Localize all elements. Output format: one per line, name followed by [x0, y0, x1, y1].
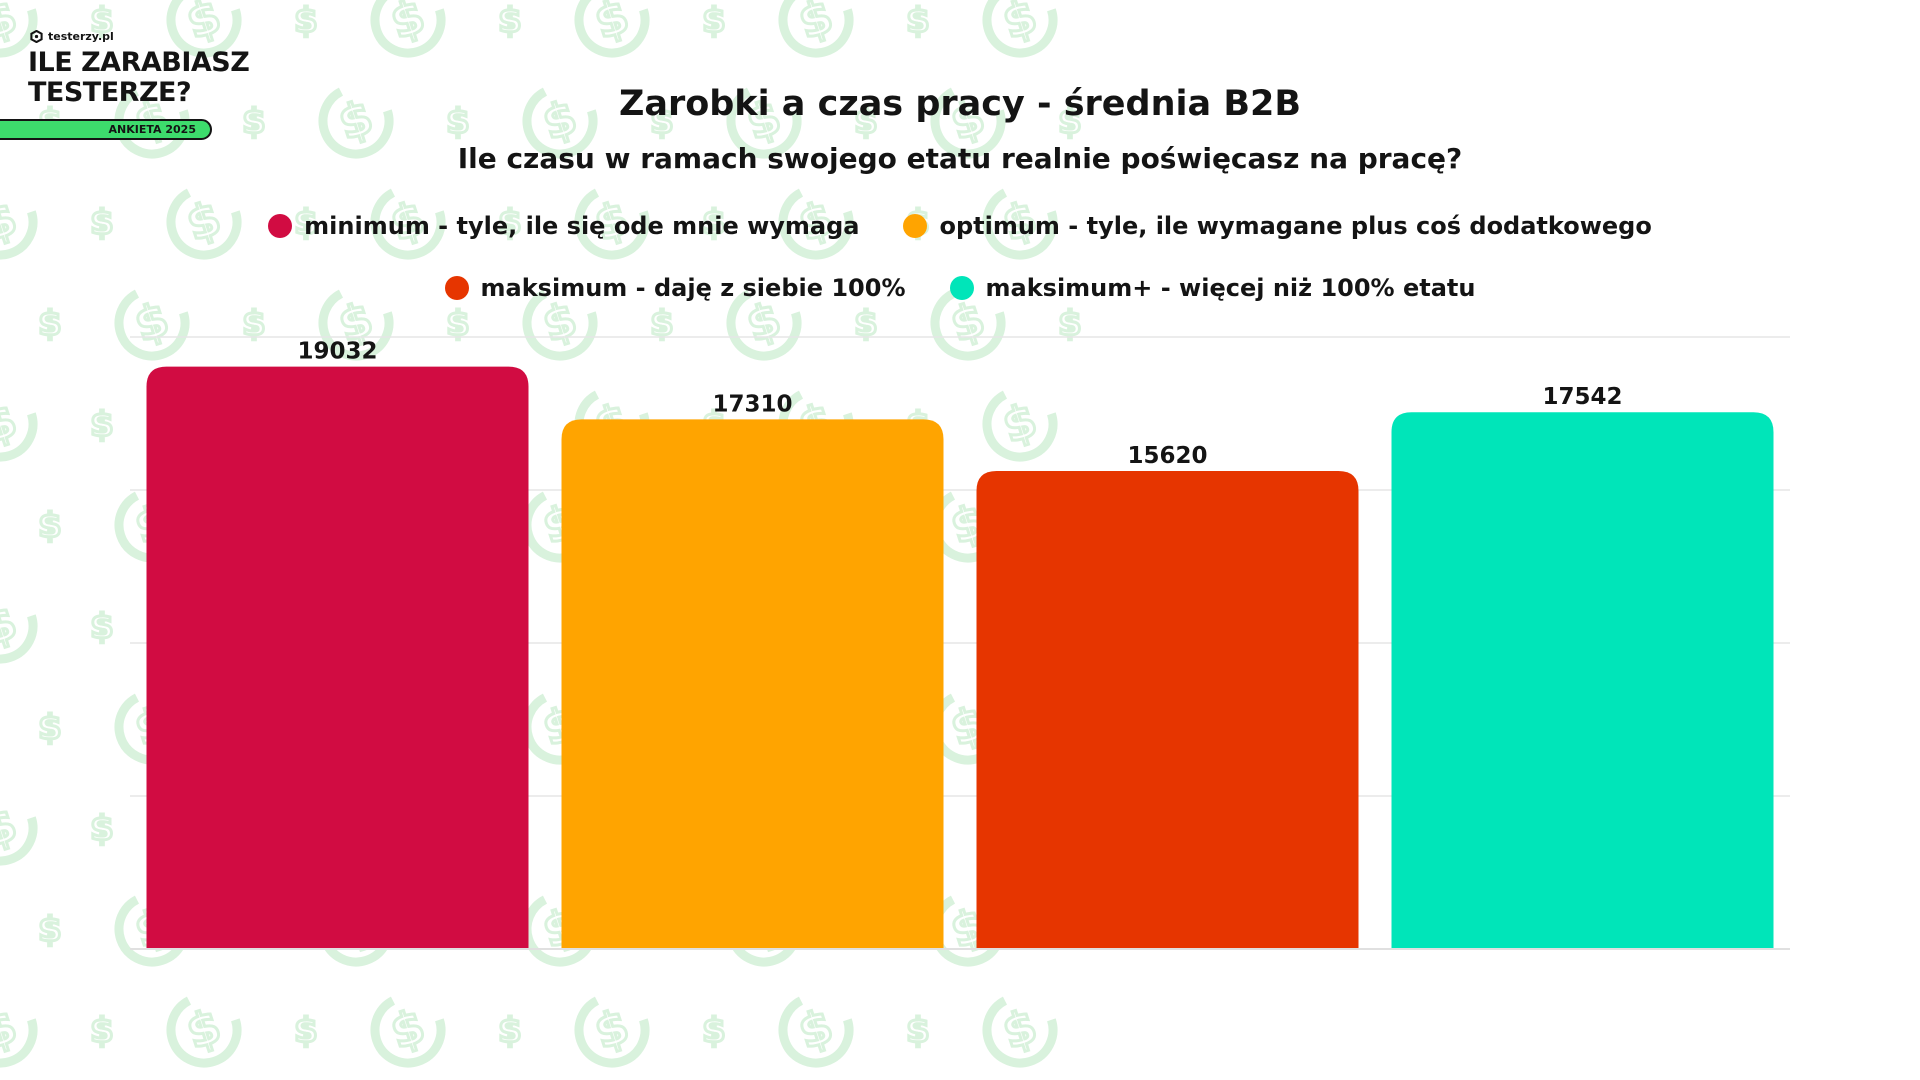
dollar-sign-icon: $ [89, 606, 116, 649]
svg-text:$: $ [90, 203, 114, 243]
svg-text:$: $ [446, 102, 470, 142]
svg-text:$: $ [498, 1011, 522, 1051]
chart-title: Zarobki a czas pracy - średnia B2B [618, 84, 1302, 124]
dollar-sign-icon: $ [89, 202, 116, 245]
dollar-sign-icon: $ [853, 303, 880, 346]
legend-row-2: maksimum - daję z siebie 100% maksimum+ … [0, 274, 1920, 302]
legend-swatch-optimum [903, 214, 928, 238]
dollar-sign-icon: $ [905, 1010, 932, 1053]
dollar-sign-icon: $ [37, 707, 64, 750]
data-label-3: 15620 [1127, 443, 1207, 469]
bar-2 [561, 419, 944, 950]
dollar-sign-icon: $ [293, 202, 320, 245]
brand-site-label: testerzy.pl [48, 30, 114, 43]
dollar-sign-icon: $ [293, 0, 320, 43]
svg-text:$: $ [498, 1, 522, 41]
svg-text:$: $ [906, 1, 930, 41]
dollar-sign-icon: $ [37, 303, 64, 346]
svg-text:$: $ [90, 1, 114, 41]
legend-item-minimum: minimum - tyle, ile się ode mnie wymaga [268, 212, 859, 240]
legend-item-optimum: optimum - tyle, ile wymagane plus coś do… [903, 212, 1652, 240]
svg-text:$: $ [702, 1011, 726, 1051]
dollar-sign-icon: $ [89, 404, 116, 447]
legend-label-maksimum-plus: maksimum+ - więcej niż 100% etatu [985, 274, 1476, 302]
dollar-sign-icon: $ [497, 1010, 524, 1053]
svg-text:$: $ [90, 607, 114, 647]
legend-row-1: minimum - tyle, ile się ode mnie wymaga … [0, 212, 1920, 240]
svg-text:$: $ [90, 405, 114, 445]
svg-text:$: $ [1058, 304, 1082, 344]
svg-text:$: $ [294, 1011, 318, 1051]
dollar-sign-icon: $ [497, 202, 524, 245]
dollar-sign-icon: $ [89, 0, 116, 43]
bar-1 [146, 366, 529, 949]
bar-4 [1391, 412, 1774, 949]
dollar-sign-icon: $ [1057, 303, 1084, 346]
legend-label-optimum: optimum - tyle, ile wymagane plus coś do… [939, 212, 1652, 240]
svg-text:$: $ [650, 304, 674, 344]
legend-item-maksimum: maksimum - daję z siebie 100% [444, 274, 906, 302]
svg-text:$: $ [906, 1011, 930, 1051]
chart-subtitle: Ile czasu w ramach swojego etatu realnie… [457, 142, 1463, 175]
svg-text:$: $ [38, 506, 62, 546]
dollar-sign-icon: $ [293, 1010, 320, 1053]
dollar-sign-icon: $ [1057, 101, 1084, 144]
svg-text:$: $ [90, 1011, 114, 1051]
svg-text:$: $ [650, 102, 674, 142]
dollar-sign-icon: $ [445, 303, 472, 346]
data-label-2: 17310 [712, 391, 792, 417]
dollar-sign-icon: $ [701, 1010, 728, 1053]
brand-title: ILE ZARABIASZ TESTERZE? [28, 48, 288, 108]
bar-3 [976, 471, 1359, 949]
dollar-sign-icon: $ [241, 101, 268, 144]
dollar-sign-icon: $ [89, 1010, 116, 1053]
svg-text:$: $ [38, 910, 62, 950]
data-label-4: 17542 [1542, 384, 1622, 410]
svg-text:$: $ [854, 102, 878, 142]
dollar-sign-icon: $ [89, 808, 116, 851]
svg-text:$: $ [294, 1, 318, 41]
dollar-sign-icon: $ [497, 0, 524, 43]
svg-text:$: $ [854, 304, 878, 344]
dollar-sign-icon: $ [241, 303, 268, 346]
svg-text:$: $ [38, 304, 62, 344]
legend-item-maksimum-plus: maksimum+ - więcej niż 100% etatu [949, 274, 1476, 302]
legend-swatch-minimum [268, 214, 293, 238]
survey-badge: ANKIETA 2025 [0, 119, 212, 140]
dollar-sign-icon: $ [649, 303, 676, 346]
dollar-sign-icon: $ [445, 101, 472, 144]
legend-label-minimum: minimum - tyle, ile się ode mnie wymaga [304, 212, 860, 240]
svg-text:$: $ [242, 304, 266, 344]
svg-text:$: $ [38, 708, 62, 748]
dollar-sign-icon: $ [853, 101, 880, 144]
svg-text:$: $ [498, 203, 522, 243]
dollar-sign-icon: $ [905, 0, 932, 43]
legend-label-maksimum: maksimum - daję z siebie 100% [480, 274, 906, 302]
svg-text:$: $ [702, 1, 726, 41]
legend-swatch-maksimum-plus [949, 276, 974, 300]
dollar-sign-icon: $ [37, 505, 64, 548]
dollar-sign-icon: $ [649, 101, 676, 144]
legend-swatch-maksimum [444, 276, 469, 300]
dollar-sign-icon: $ [701, 202, 728, 245]
data-label-1: 19032 [297, 339, 377, 365]
brand-title-line2: TESTERZE? [28, 77, 192, 108]
svg-text:$: $ [90, 809, 114, 849]
dollar-sign-icon: $ [701, 0, 728, 43]
brand-title-line1: ILE ZARABIASZ [28, 47, 250, 78]
svg-text:$: $ [446, 304, 470, 344]
svg-text:$: $ [702, 203, 726, 243]
svg-text:$: $ [242, 102, 266, 142]
testerzy-logo-icon [30, 30, 43, 43]
svg-text:$: $ [294, 203, 318, 243]
brand-site: testerzy.pl [30, 30, 114, 43]
svg-text:$: $ [1058, 102, 1082, 142]
dollar-sign-icon: $ [37, 909, 64, 952]
